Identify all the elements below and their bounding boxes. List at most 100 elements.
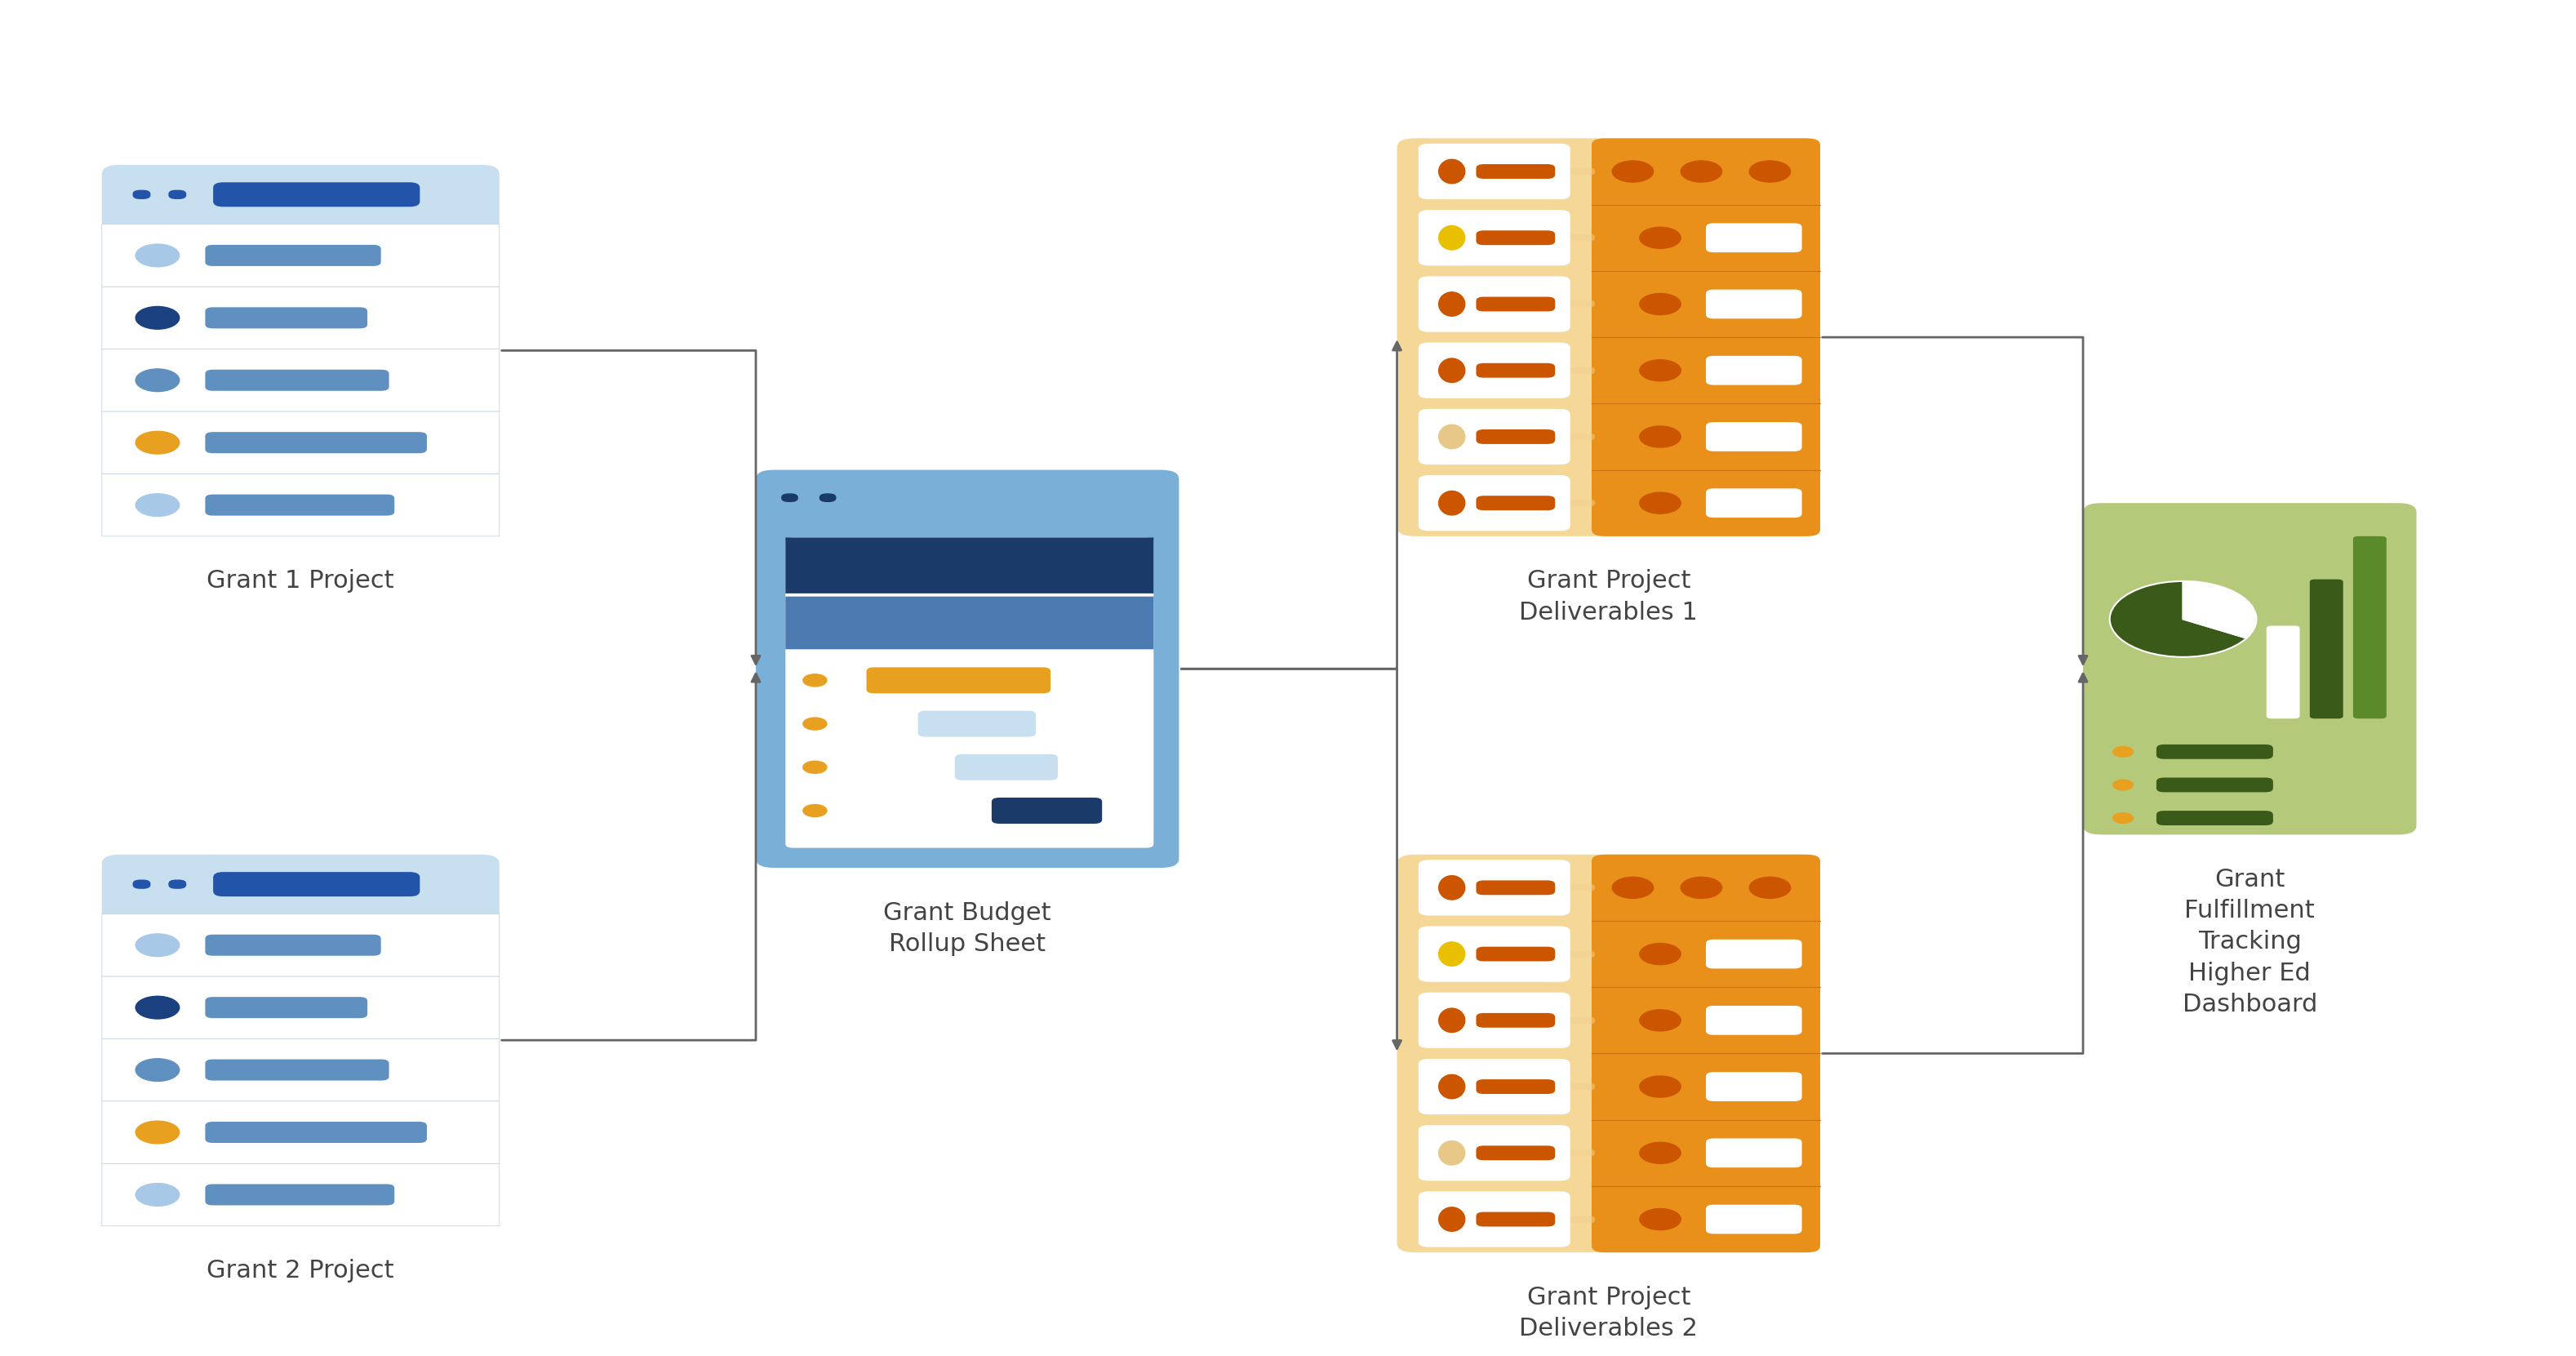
Ellipse shape: [1437, 1008, 1466, 1033]
FancyBboxPatch shape: [103, 286, 500, 348]
FancyBboxPatch shape: [1705, 224, 1801, 252]
FancyBboxPatch shape: [1705, 1204, 1801, 1234]
FancyBboxPatch shape: [1419, 410, 1571, 465]
FancyBboxPatch shape: [956, 754, 1059, 780]
FancyBboxPatch shape: [1705, 1006, 1801, 1035]
FancyBboxPatch shape: [103, 165, 500, 536]
Circle shape: [2112, 812, 2133, 823]
Circle shape: [1641, 1077, 1680, 1097]
FancyBboxPatch shape: [786, 597, 1154, 650]
Text: Grant Project
Deliverables 2: Grant Project Deliverables 2: [1520, 1285, 1698, 1341]
Circle shape: [1680, 877, 1721, 898]
FancyBboxPatch shape: [103, 1039, 500, 1101]
FancyBboxPatch shape: [103, 224, 500, 286]
FancyBboxPatch shape: [1476, 363, 1556, 378]
FancyBboxPatch shape: [1476, 496, 1556, 510]
FancyBboxPatch shape: [1705, 488, 1801, 518]
Text: Grant
Fulfillment
Tracking
Higher Ed
Dashboard: Grant Fulfillment Tracking Higher Ed Das…: [2182, 868, 2318, 1016]
FancyBboxPatch shape: [1419, 993, 1571, 1048]
Circle shape: [1641, 1142, 1680, 1163]
FancyBboxPatch shape: [206, 1121, 428, 1143]
FancyBboxPatch shape: [103, 976, 500, 1039]
FancyBboxPatch shape: [1419, 210, 1571, 266]
FancyBboxPatch shape: [1705, 355, 1801, 385]
FancyBboxPatch shape: [206, 997, 368, 1018]
Circle shape: [804, 804, 827, 816]
FancyBboxPatch shape: [1419, 343, 1571, 399]
Circle shape: [1641, 492, 1680, 514]
FancyBboxPatch shape: [167, 190, 185, 199]
Circle shape: [1641, 228, 1680, 248]
Circle shape: [137, 306, 180, 330]
FancyBboxPatch shape: [1476, 430, 1556, 443]
Ellipse shape: [1437, 358, 1466, 382]
FancyBboxPatch shape: [755, 471, 1180, 868]
FancyBboxPatch shape: [1419, 926, 1571, 982]
FancyBboxPatch shape: [1705, 422, 1801, 452]
Circle shape: [1641, 293, 1680, 315]
FancyBboxPatch shape: [131, 880, 149, 890]
Circle shape: [137, 1059, 180, 1081]
FancyBboxPatch shape: [2311, 579, 2344, 719]
FancyBboxPatch shape: [1705, 290, 1801, 319]
FancyBboxPatch shape: [1419, 144, 1571, 199]
FancyBboxPatch shape: [131, 190, 149, 199]
FancyBboxPatch shape: [1419, 277, 1571, 332]
FancyBboxPatch shape: [2156, 777, 2272, 792]
FancyBboxPatch shape: [206, 433, 428, 453]
Circle shape: [804, 674, 827, 686]
Text: Grant Project
Deliverables 1: Grant Project Deliverables 1: [1520, 570, 1698, 624]
FancyBboxPatch shape: [167, 880, 185, 890]
Circle shape: [1641, 426, 1680, 447]
FancyBboxPatch shape: [103, 1163, 500, 1226]
FancyBboxPatch shape: [1476, 164, 1556, 179]
FancyBboxPatch shape: [1419, 1192, 1571, 1248]
Circle shape: [804, 717, 827, 730]
FancyBboxPatch shape: [1705, 940, 1801, 968]
FancyBboxPatch shape: [1419, 860, 1571, 915]
FancyBboxPatch shape: [786, 537, 1154, 848]
Circle shape: [1613, 161, 1654, 182]
FancyBboxPatch shape: [1419, 1059, 1571, 1115]
FancyBboxPatch shape: [206, 495, 394, 515]
Ellipse shape: [1437, 225, 1466, 251]
FancyBboxPatch shape: [1705, 1073, 1801, 1101]
Circle shape: [137, 494, 180, 517]
FancyBboxPatch shape: [103, 854, 500, 1226]
Circle shape: [137, 934, 180, 956]
FancyBboxPatch shape: [103, 348, 500, 411]
Circle shape: [1749, 161, 1790, 182]
FancyBboxPatch shape: [819, 494, 837, 502]
FancyBboxPatch shape: [103, 411, 500, 473]
Circle shape: [137, 997, 180, 1018]
Ellipse shape: [1437, 159, 1466, 184]
Circle shape: [1641, 359, 1680, 381]
Ellipse shape: [1437, 292, 1466, 317]
FancyBboxPatch shape: [1419, 475, 1571, 532]
FancyBboxPatch shape: [2352, 536, 2385, 719]
FancyBboxPatch shape: [206, 308, 368, 328]
Circle shape: [137, 1121, 180, 1143]
FancyBboxPatch shape: [1476, 1146, 1556, 1161]
Ellipse shape: [1437, 1074, 1466, 1100]
FancyBboxPatch shape: [786, 537, 1154, 594]
Text: Grant 2 Project: Grant 2 Project: [206, 1260, 394, 1283]
Circle shape: [1641, 944, 1680, 964]
Text: Grant Budget
Rollup Sheet: Grant Budget Rollup Sheet: [884, 900, 1051, 956]
FancyBboxPatch shape: [214, 872, 420, 896]
FancyBboxPatch shape: [2267, 625, 2300, 719]
Circle shape: [1641, 1208, 1680, 1230]
Ellipse shape: [1437, 1207, 1466, 1231]
Text: Grant 1 Project: Grant 1 Project: [206, 570, 394, 593]
FancyBboxPatch shape: [103, 914, 500, 976]
FancyBboxPatch shape: [1419, 1125, 1571, 1181]
Ellipse shape: [1437, 941, 1466, 967]
FancyBboxPatch shape: [1396, 138, 1821, 536]
Circle shape: [137, 431, 180, 454]
Circle shape: [804, 761, 827, 773]
FancyBboxPatch shape: [206, 245, 381, 266]
Circle shape: [137, 1184, 180, 1205]
Ellipse shape: [1437, 491, 1466, 515]
Circle shape: [137, 244, 180, 267]
FancyBboxPatch shape: [1476, 880, 1556, 895]
